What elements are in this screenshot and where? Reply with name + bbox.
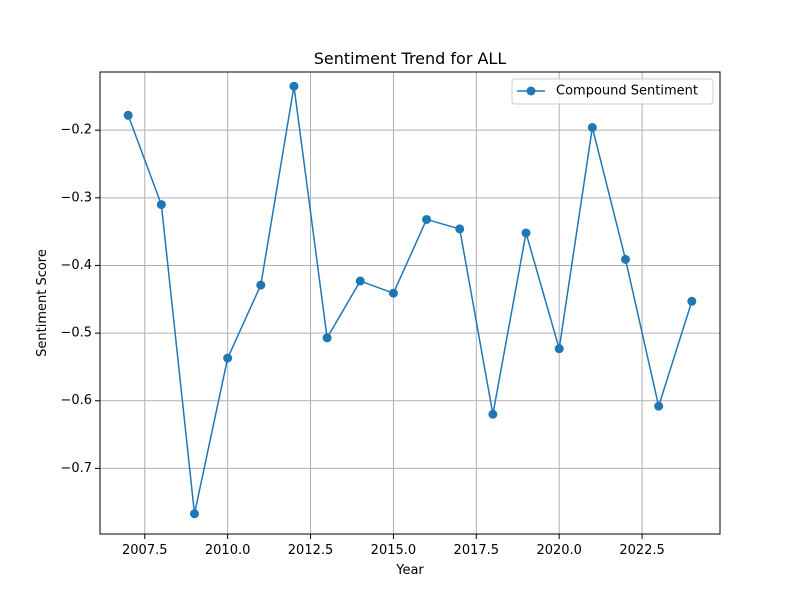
grid: [100, 72, 720, 534]
data-point: [621, 254, 631, 264]
x-tick-label: 2010.0: [205, 543, 251, 558]
data-point: [189, 509, 199, 519]
legend-marker: [526, 86, 536, 96]
legend-box: [511, 78, 714, 105]
x-tick-label: 2017.5: [454, 543, 500, 558]
y-tick-label: −0.3: [60, 190, 92, 205]
series-layer: [123, 81, 697, 519]
y-tick-label: −0.4: [60, 258, 92, 273]
y-axis-label: Sentiment Score: [35, 249, 50, 357]
y-tick-label: −0.2: [60, 123, 92, 138]
y-tick-label: −0.5: [60, 326, 92, 341]
data-point: [554, 344, 564, 354]
chart-title: Sentiment Trend for ALL: [314, 49, 507, 68]
plot-frame: [99, 71, 721, 535]
x-tick-label: 2020.0: [536, 543, 582, 558]
data-point: [355, 276, 365, 286]
y-tick-label: −0.6: [60, 393, 92, 408]
data-point: [322, 333, 332, 343]
series-line: [127, 85, 693, 515]
data-point: [422, 214, 432, 224]
data-point: [455, 224, 465, 234]
x-tick-label: 2012.5: [288, 543, 334, 558]
data-point: [587, 122, 597, 132]
y-axis: −0.7 −0.6 −0.5 −0.4 −0.3 −0.2: [60, 123, 100, 476]
data-point: [687, 296, 697, 306]
data-point: [388, 288, 398, 298]
x-tick-label: 2022.5: [619, 543, 665, 558]
x-axis: 2007.5 2010.0 2012.5 2015.0 2017.5 2020.0 2022…: [122, 534, 665, 558]
data-point: [223, 353, 233, 363]
legend-label: Compound Sentiment: [556, 84, 698, 99]
data-point: [521, 228, 531, 238]
data-point: [256, 280, 266, 290]
data-point: [156, 200, 166, 210]
y-tick-label: −0.7: [60, 461, 92, 476]
x-axis-label: Year: [395, 563, 424, 578]
data-point: [289, 81, 299, 91]
data-point: [123, 110, 133, 120]
legend: Compound Sentiment: [511, 78, 714, 105]
data-point: [488, 409, 498, 419]
x-tick-label: 2007.5: [122, 543, 168, 558]
data-point: [654, 401, 664, 411]
x-tick-label: 2015.0: [371, 543, 417, 558]
